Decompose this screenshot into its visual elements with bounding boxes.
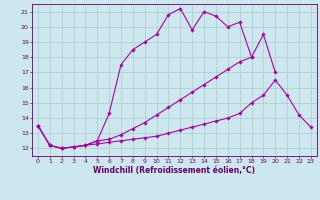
- X-axis label: Windchill (Refroidissement éolien,°C): Windchill (Refroidissement éolien,°C): [93, 166, 255, 175]
